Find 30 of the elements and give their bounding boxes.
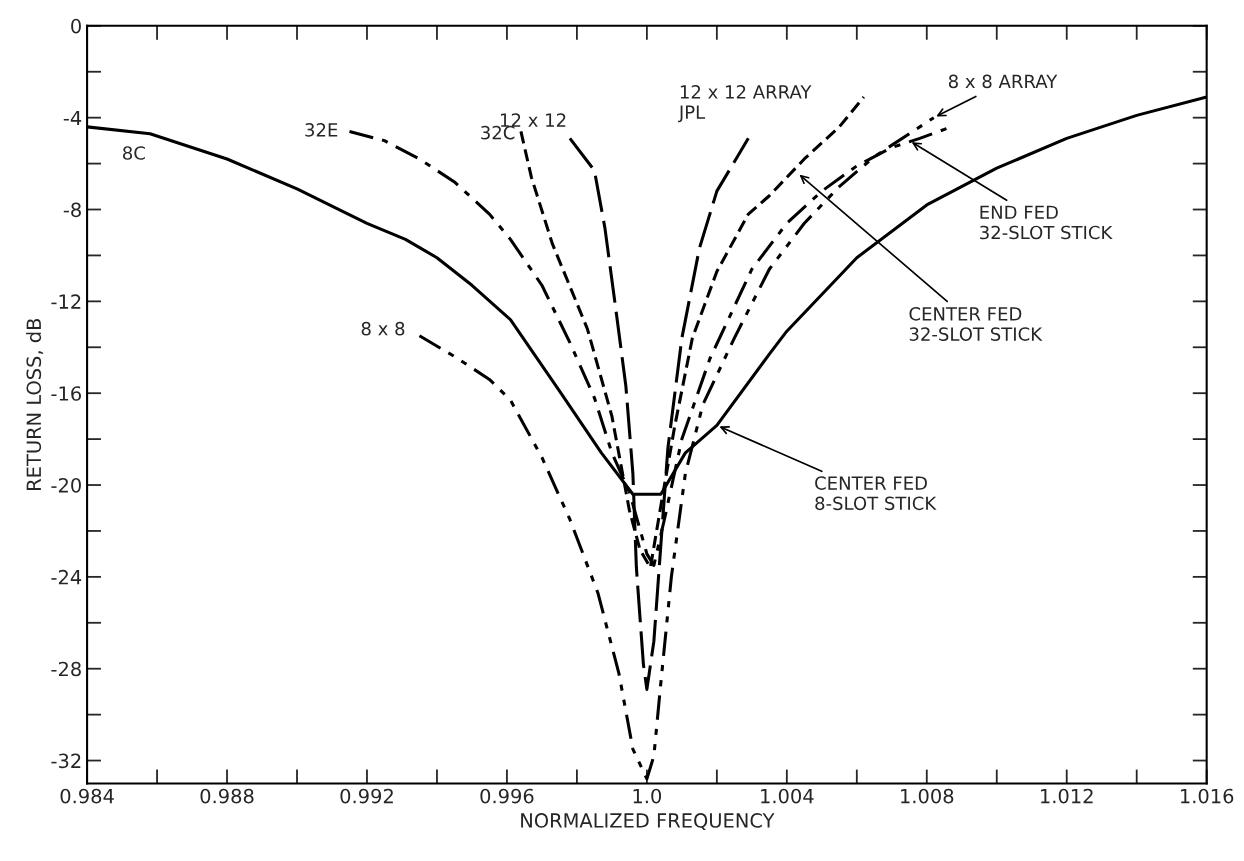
series-label: 12 x 12 xyxy=(501,113,566,127)
annotation: 8 x 8 ARRAY xyxy=(948,74,1058,89)
x-tick-label: 0.996 xyxy=(480,788,534,804)
annotation: END FED 32-SLOT STICK xyxy=(980,205,1113,240)
x-tick-label: 0.988 xyxy=(200,788,254,804)
y-tick-label: -4 xyxy=(63,110,82,126)
y-tick-label: 0 xyxy=(71,18,81,34)
series-label: 8 x 8 xyxy=(361,321,405,336)
x-tick-label: 0.992 xyxy=(340,788,393,804)
x-axis-title: NORMALIZED FREQUENCY xyxy=(521,813,775,831)
y-tick-label: -8 xyxy=(63,202,81,218)
x-tick-label: 1.012 xyxy=(1041,788,1093,804)
series-label: 32E xyxy=(305,123,338,137)
x-tick-label: 1.016 xyxy=(1180,788,1234,804)
y-tick-label: -16 xyxy=(51,386,81,401)
y-axis-title: RETURN LOSS, dB xyxy=(26,318,44,490)
series-label: 32C xyxy=(481,125,515,140)
y-tick-label: -32 xyxy=(51,753,81,769)
x-tick-label: 1.0 xyxy=(633,788,662,804)
series-label: 8C xyxy=(123,146,145,160)
y-tick-label: -28 xyxy=(51,661,81,677)
x-tick-label: 1.004 xyxy=(761,788,814,804)
y-tick-label: -12 xyxy=(51,294,81,309)
x-tick-label: 0.984 xyxy=(60,788,114,804)
y-tick-label: -20 xyxy=(51,477,81,493)
annotation: CENTER FED 8-SLOT STICK xyxy=(815,476,937,511)
y-tick-label: -24 xyxy=(51,569,82,585)
x-tick-label: 1.008 xyxy=(901,788,954,804)
annotation: 12 x 12 ARRAY JPL xyxy=(677,85,812,123)
annotation: CENTER FED 32-SLOT STICK xyxy=(909,307,1043,341)
